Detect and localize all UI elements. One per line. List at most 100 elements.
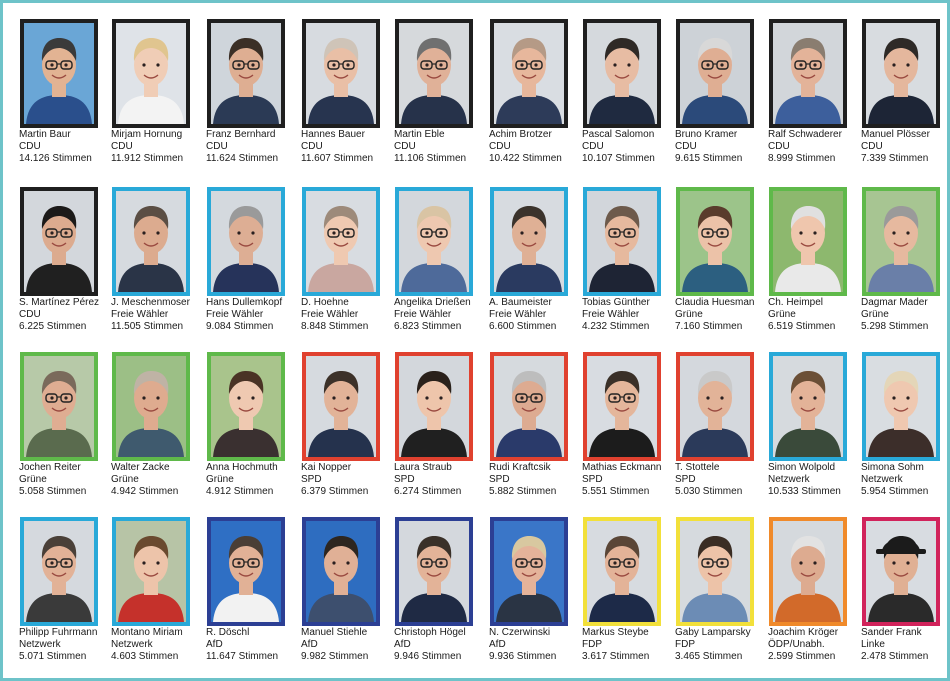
- candidate-name: Pascal Salomon: [582, 129, 655, 140]
- candidate-votes: 11.624 Stimmen: [206, 153, 279, 164]
- candidate-card: Kai Nopper SPD 6.379 Stimmen: [298, 349, 382, 499]
- candidate-votes: 5.071 Stimmen: [19, 651, 87, 662]
- candidate-name: Sander Frank: [861, 627, 922, 638]
- candidate-card: Ch. Heimpel Grüne 6.519 Stimmen: [765, 184, 849, 334]
- candidate-photo: [490, 19, 568, 128]
- candidate-photo: [583, 187, 661, 296]
- candidate-party: Freie Wähler: [111, 309, 169, 320]
- candidate-name: Philipp Fuhrmann: [19, 627, 98, 638]
- candidate-card: Mathias Eckmann SPD 5.551 Stimmen: [579, 349, 663, 499]
- candidate-party: Grüne: [19, 474, 47, 485]
- portrait-illustration: [587, 23, 657, 124]
- candidate-name: Jochen Reiter: [19, 462, 81, 473]
- candidate-party: Netzwerk: [19, 639, 61, 650]
- portrait-illustration: [24, 191, 94, 292]
- candidate-card: Simon Wolpold Netzwerk 10.533 Stimmen: [765, 349, 849, 499]
- candidate-party: Freie Wähler: [206, 309, 264, 320]
- candidate-card: Pascal Salomon CDU 10.107 Stimmen: [579, 16, 663, 166]
- candidate-votes: 9.936 Stimmen: [489, 651, 557, 662]
- portrait-illustration: [773, 356, 843, 457]
- portrait-illustration: [866, 356, 936, 457]
- candidate-card: Joachim Kröger ÖDP/Unabh. 2.599 Stimmen: [765, 514, 849, 664]
- portrait-illustration: [211, 23, 281, 124]
- portrait-illustration: [116, 191, 186, 292]
- candidate-votes: 10.533 Stimmen: [768, 486, 841, 497]
- candidate-party: CDU: [19, 309, 41, 320]
- candidate-name: Simona Sohm: [861, 462, 924, 473]
- candidate-party: Netzwerk: [768, 474, 810, 485]
- candidate-card: Gaby Lamparsky FDP 3.465 Stimmen: [672, 514, 756, 664]
- portrait-illustration: [494, 356, 564, 457]
- candidate-party: CDU: [206, 141, 228, 152]
- candidate-card: N. Czerwinski AfD 9.936 Stimmen: [486, 514, 570, 664]
- candidate-votes: 2.478 Stimmen: [861, 651, 929, 662]
- candidate-photo: [769, 19, 847, 128]
- candidate-votes: 5.954 Stimmen: [861, 486, 929, 497]
- candidate-photo: [302, 19, 380, 128]
- candidate-name: Hans Dullemkopf: [206, 297, 283, 308]
- candidate-name: Christoph Högel: [394, 627, 466, 638]
- candidate-votes: 5.058 Stimmen: [19, 486, 87, 497]
- candidate-photo: [395, 19, 473, 128]
- candidate-photo: [395, 187, 473, 296]
- candidate-card: Mirjam Hornung CDU 11.912 Stimmen: [108, 16, 192, 166]
- candidate-name: Manuel Stiehle: [301, 627, 368, 638]
- candidate-votes: 6.379 Stimmen: [301, 486, 369, 497]
- candidate-name: A. Baumeister: [489, 297, 552, 308]
- candidate-card: Ralf Schwaderer CDU 8.999 Stimmen: [765, 16, 849, 166]
- candidate-votes: 4.942 Stimmen: [111, 486, 179, 497]
- candidate-party: AfD: [206, 639, 223, 650]
- candidate-party: AfD: [489, 639, 506, 650]
- portrait-illustration: [306, 521, 376, 622]
- candidate-party: Freie Wähler: [394, 309, 452, 320]
- candidate-photo: [302, 352, 380, 461]
- candidate-photo: [20, 19, 98, 128]
- candidate-party: CDU: [861, 141, 883, 152]
- candidate-party: CDU: [675, 141, 697, 152]
- portrait-illustration: [773, 23, 843, 124]
- candidate-votes: 5.551 Stimmen: [582, 486, 650, 497]
- portrait-illustration: [680, 191, 750, 292]
- candidate-photo: [676, 19, 754, 128]
- candidate-name: N. Czerwinski: [489, 627, 551, 638]
- candidate-party: FDP: [582, 639, 602, 650]
- candidate-party: SPD: [394, 474, 415, 485]
- candidate-card: Claudia Huesman Grüne 7.160 Stimmen: [672, 184, 756, 334]
- candidate-name: Simon Wolpold: [768, 462, 836, 473]
- candidate-party: FDP: [675, 639, 695, 650]
- candidate-card: Christoph Högel AfD 9.946 Stimmen: [391, 514, 475, 664]
- candidate-votes: 11.505 Stimmen: [111, 321, 184, 332]
- candidate-name: D. Hoehne: [301, 297, 349, 308]
- candidate-card: S. Martínez Pérez CDU 6.225 Stimmen: [16, 184, 100, 334]
- candidate-photo: [20, 517, 98, 626]
- candidate-name: Mirjam Hornung: [111, 129, 183, 140]
- candidate-party: CDU: [768, 141, 790, 152]
- candidate-card: Montano Miriam Netzwerk 4.603 Stimmen: [108, 514, 192, 664]
- candidate-card: Martin Baur CDU 14.126 Stimmen: [16, 16, 100, 166]
- candidate-votes: 8.848 Stimmen: [301, 321, 369, 332]
- candidate-party: Grüne: [861, 309, 889, 320]
- candidate-party: SPD: [301, 474, 322, 485]
- portrait-illustration: [680, 356, 750, 457]
- candidate-card: Manuel Stiehle AfD 9.982 Stimmen: [298, 514, 382, 664]
- candidate-votes: 5.030 Stimmen: [675, 486, 743, 497]
- candidate-name: Markus Steybe: [582, 627, 649, 638]
- candidate-party: CDU: [582, 141, 604, 152]
- candidate-photo: [112, 517, 190, 626]
- candidate-party: Freie Wähler: [301, 309, 359, 320]
- candidate-votes: 6.519 Stimmen: [768, 321, 836, 332]
- candidate-party: CDU: [19, 141, 41, 152]
- candidate-votes: 6.600 Stimmen: [489, 321, 557, 332]
- candidate-name: J. Meschenmoser: [111, 297, 190, 308]
- candidate-votes: 9.615 Stimmen: [675, 153, 743, 164]
- candidate-card: Dagmar Mader Grüne 5.298 Stimmen: [858, 184, 942, 334]
- candidate-party: Netzwerk: [861, 474, 903, 485]
- candidate-party: Grüne: [675, 309, 703, 320]
- candidate-grid: Martin Baur CDU 14.126 Stimmen Mirjam Hornu…: [16, 16, 941, 671]
- candidate-party: AfD: [394, 639, 411, 650]
- candidate-photo: [583, 517, 661, 626]
- candidate-card: R. Döschl AfD 11.647 Stimmen: [203, 514, 287, 664]
- candidate-name: Claudia Huesman: [675, 297, 755, 308]
- portrait-illustration: [773, 191, 843, 292]
- candidate-party: Linke: [861, 639, 885, 650]
